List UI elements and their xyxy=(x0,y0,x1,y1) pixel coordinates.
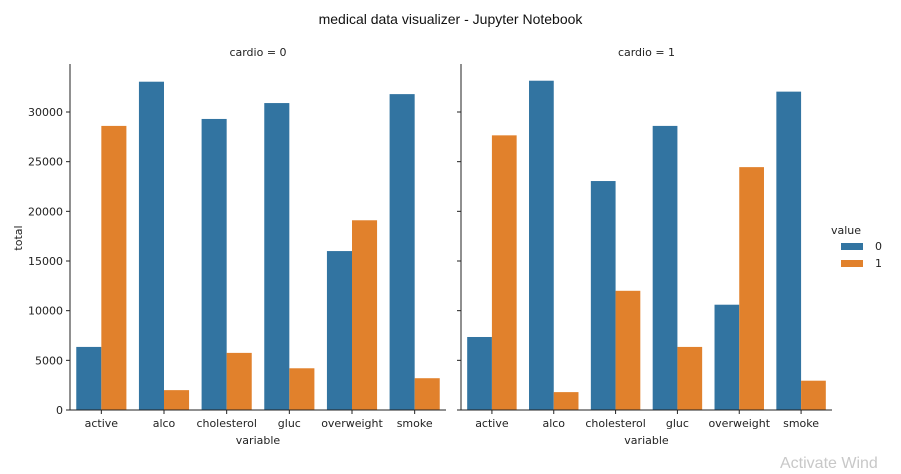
bar-gluc-value-0 xyxy=(264,103,290,410)
bar-gluc-value-0 xyxy=(652,125,678,410)
legend-label-0: 0 xyxy=(875,240,882,253)
bar-smoke-value-0 xyxy=(389,94,415,411)
y-tick-label: 25000 xyxy=(28,156,63,169)
legend-swatch-0 xyxy=(841,243,863,250)
x-tick-label-alco: alco xyxy=(542,417,565,430)
x-tick-label-active: active xyxy=(475,417,509,430)
facet-panel-1: cardio = 1 active alco cholesterol gluc overw… xyxy=(457,46,832,447)
x-tick-label-gluc: gluc xyxy=(278,417,301,430)
legend-label-1: 1 xyxy=(875,257,882,270)
bar-smoke-value-1 xyxy=(414,378,440,410)
bar-gluc-value-1 xyxy=(677,346,703,410)
x-tick-label-overweight: overweight xyxy=(708,417,770,430)
x-tick-label-gluc: gluc xyxy=(666,417,689,430)
facet-title: cardio = 1 xyxy=(618,46,675,59)
x-tick-label-cholesterol: cholesterol xyxy=(196,417,256,430)
activate-windows-watermark: Activate Wind xyxy=(780,455,878,472)
bar-active-value-1 xyxy=(101,125,127,410)
bar-active-value-0 xyxy=(76,346,102,410)
bar-gluc-value-1 xyxy=(289,368,315,410)
bar-active-value-1 xyxy=(491,135,517,411)
bar-smoke-value-0 xyxy=(776,91,802,411)
y-tick-label: 0 xyxy=(56,404,63,417)
window-title: medical data visualizer - Jupyter Notebo… xyxy=(318,11,583,27)
bar-cholesterol-value-1 xyxy=(615,290,641,410)
bar-smoke-value-1 xyxy=(801,380,826,410)
y-tick-label: 30000 xyxy=(28,106,63,119)
bar-active-value-0 xyxy=(467,336,492,410)
bar-alco-value-1 xyxy=(164,390,190,410)
x-tick-label-active: active xyxy=(85,417,119,430)
bar-overweight-value-1 xyxy=(739,167,764,410)
facet-title: cardio = 0 xyxy=(229,46,286,59)
y-tick-label: 5000 xyxy=(35,354,63,367)
legend: value 0 1 xyxy=(831,224,882,270)
x-tick-label-smoke: smoke xyxy=(397,417,433,430)
bar-cholesterol-value-0 xyxy=(201,118,227,410)
x-axis-label: variable xyxy=(236,434,281,447)
bar-alco-value-1 xyxy=(553,392,579,410)
bar-overweight-value-1 xyxy=(352,220,378,410)
y-tick-label: 10000 xyxy=(28,305,63,318)
y-tick-label: 15000 xyxy=(28,255,63,268)
bar-overweight-value-0 xyxy=(714,304,740,410)
bar-alco-value-0 xyxy=(529,80,554,411)
legend-swatch-1 xyxy=(841,260,863,267)
x-tick-label-alco: alco xyxy=(153,417,176,430)
y-tick-label: 20000 xyxy=(28,205,63,218)
bar-alco-value-0 xyxy=(138,81,164,410)
bar-overweight-value-0 xyxy=(326,251,352,410)
x-axis-label: variable xyxy=(624,434,669,447)
y-axis-label: total xyxy=(12,225,25,250)
x-tick-label-overweight: overweight xyxy=(321,417,383,430)
facet-panel-0: cardio = 0 0 5000 10000 15000 20000 25000 30000… xyxy=(12,46,446,447)
bar-cholesterol-value-0 xyxy=(590,181,616,410)
legend-title: value xyxy=(831,224,861,237)
x-tick-label-cholesterol: cholesterol xyxy=(585,417,645,430)
bar-cholesterol-value-1 xyxy=(226,352,252,410)
x-tick-label-smoke: smoke xyxy=(783,417,819,430)
